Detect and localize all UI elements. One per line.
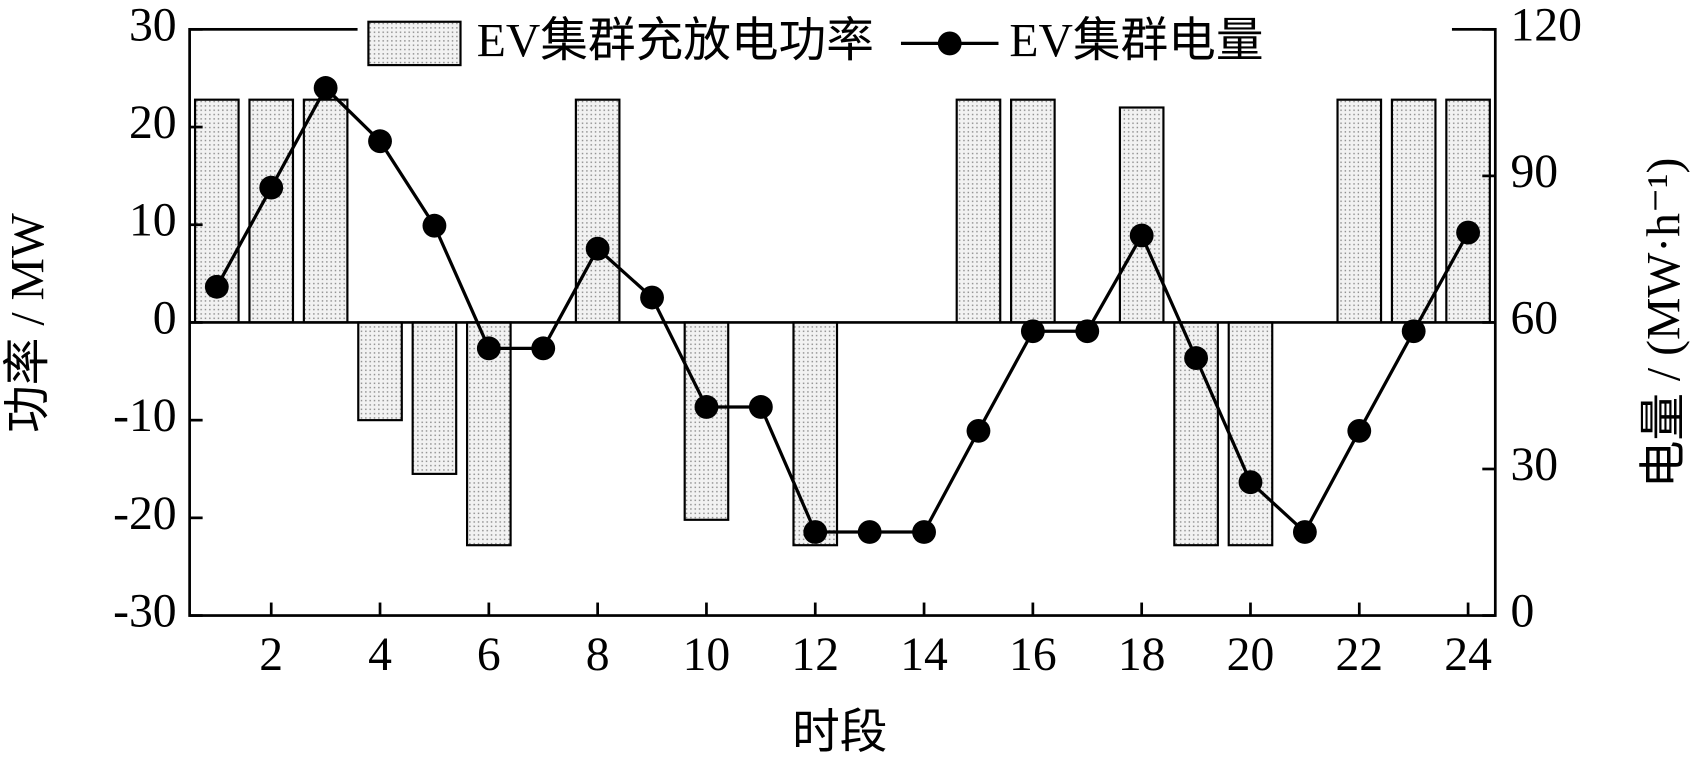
line: [215, 85, 1470, 535]
point: [1075, 319, 1100, 344]
y2-tick-label: 0: [1510, 585, 1534, 637]
bar: [1118, 106, 1165, 324]
bar: [574, 98, 621, 324]
point: [422, 213, 447, 238]
x-tick-label: 24: [1444, 629, 1492, 681]
bar: [1227, 321, 1274, 547]
y-tick-label: -20: [113, 488, 177, 540]
bar: [792, 321, 839, 547]
bar: [1336, 98, 1383, 324]
point: [1238, 470, 1263, 495]
point: [966, 418, 991, 443]
point: [748, 395, 773, 419]
x-tick-label: 16: [1009, 629, 1057, 681]
bar: [683, 321, 730, 521]
bar: [248, 98, 295, 324]
point: [585, 236, 610, 261]
x-tick-label: 10: [683, 629, 731, 681]
point: [313, 76, 338, 100]
point: [694, 395, 719, 419]
point: [857, 520, 882, 544]
x-tick-label: 14: [900, 629, 948, 681]
y2-tick-label: 30: [1510, 439, 1558, 491]
y-tick-label: -30: [113, 585, 177, 637]
point: [1129, 223, 1154, 248]
point: [368, 129, 392, 154]
bar: [357, 321, 403, 422]
point: [531, 336, 556, 361]
bar: [1390, 98, 1437, 324]
bar: [411, 321, 458, 475]
bar: [1010, 98, 1056, 324]
y-tick-label: 0: [153, 292, 177, 344]
legend-swatch: [937, 31, 962, 56]
x-tick-label: 4: [368, 629, 392, 681]
x-axis-label: 时段: [792, 707, 887, 759]
point: [803, 520, 828, 544]
y-tick-label: 20: [129, 97, 177, 149]
point: [640, 285, 664, 310]
x-tick-label: 8: [586, 629, 610, 681]
point: [1347, 418, 1372, 443]
y-tick-label: -10: [113, 390, 177, 442]
point: [912, 520, 936, 544]
point: [1456, 220, 1481, 245]
point: [476, 336, 501, 361]
y2-axis-label: 电量 / (MW·h⁻¹): [1639, 158, 1691, 489]
y2-tick-label: 60: [1510, 292, 1558, 344]
x-tick-label: 6: [477, 629, 501, 681]
y-axis-label: 功率 / MW: [2, 213, 54, 433]
x-tick-label: 2: [259, 629, 283, 681]
point: [1292, 520, 1317, 544]
bar: [955, 98, 1002, 324]
point: [1401, 319, 1426, 344]
x-tick-label: 12: [791, 629, 839, 681]
point: [1184, 346, 1208, 371]
y-tick-label: 30: [129, 0, 177, 51]
point: [204, 274, 229, 299]
point: [1020, 319, 1045, 344]
y-tick-label: 10: [129, 195, 177, 247]
legend-label: EV集群电量: [1009, 16, 1263, 68]
y2-tick-label: 90: [1510, 146, 1558, 198]
x-tick-label: 18: [1118, 629, 1166, 681]
x-tick-label: 22: [1335, 629, 1383, 681]
y2-tick-label: 120: [1510, 0, 1581, 51]
point: [259, 175, 284, 200]
legend-swatch: [367, 20, 462, 67]
x-tick-label: 20: [1227, 629, 1275, 681]
legend-label: EV集群充放电功率: [477, 16, 874, 68]
bar: [1445, 98, 1491, 324]
bar: [302, 98, 349, 324]
